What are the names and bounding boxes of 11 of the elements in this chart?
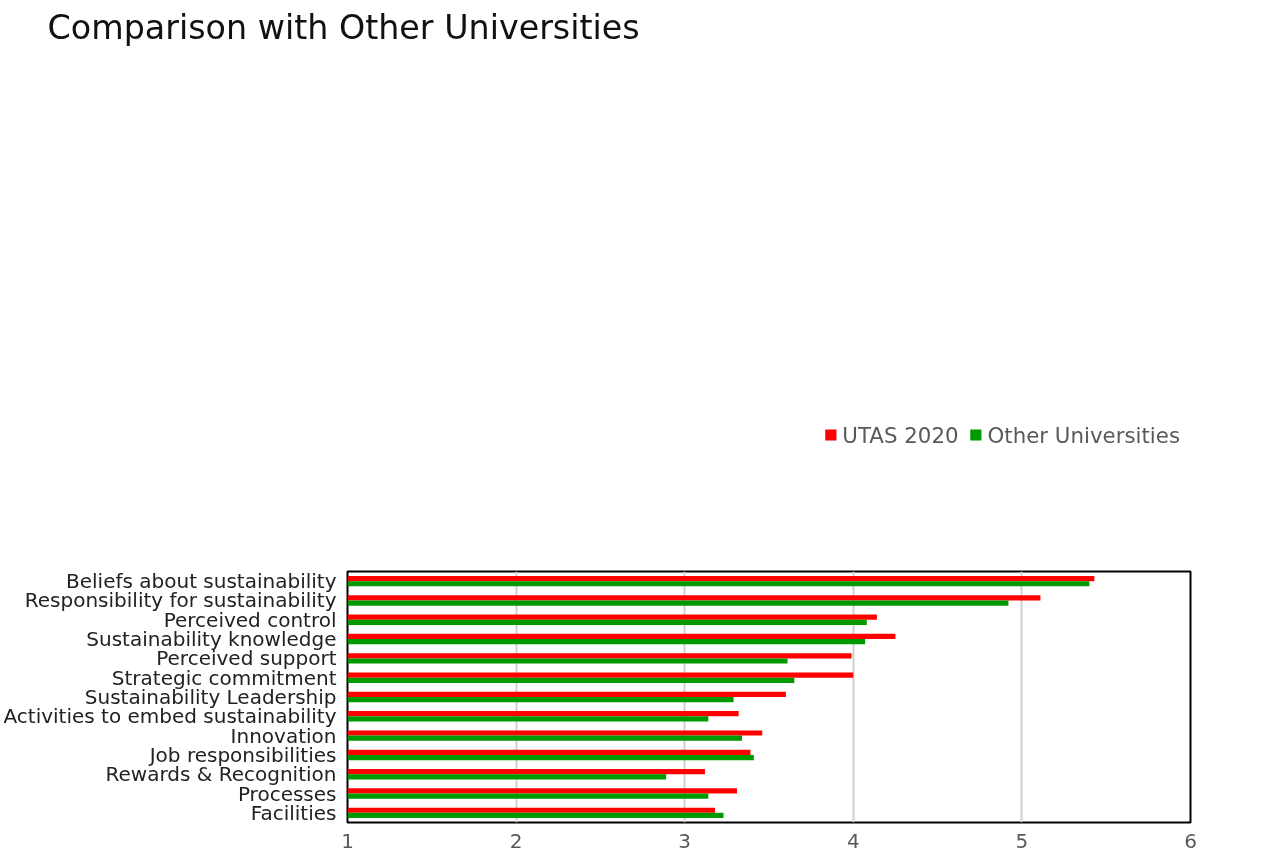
chart-title: Comparison with Other Universities bbox=[47, 7, 640, 47]
legend-label: UTAS 2020 bbox=[842, 422, 959, 448]
x-tick-label: 3 bbox=[678, 828, 692, 853]
x-tick-label: 6 bbox=[1184, 828, 1197, 853]
y-tick-label: Job responsibilities bbox=[147, 742, 337, 767]
x-tick-label: 5 bbox=[1015, 828, 1029, 853]
x-tick-label: 4 bbox=[846, 828, 860, 853]
x-tick-label: 1 bbox=[341, 828, 354, 853]
y-tick-label: Facilities bbox=[250, 800, 337, 825]
x-tick-label: 2 bbox=[509, 828, 523, 853]
legend-label: Other Universities bbox=[987, 422, 1180, 448]
